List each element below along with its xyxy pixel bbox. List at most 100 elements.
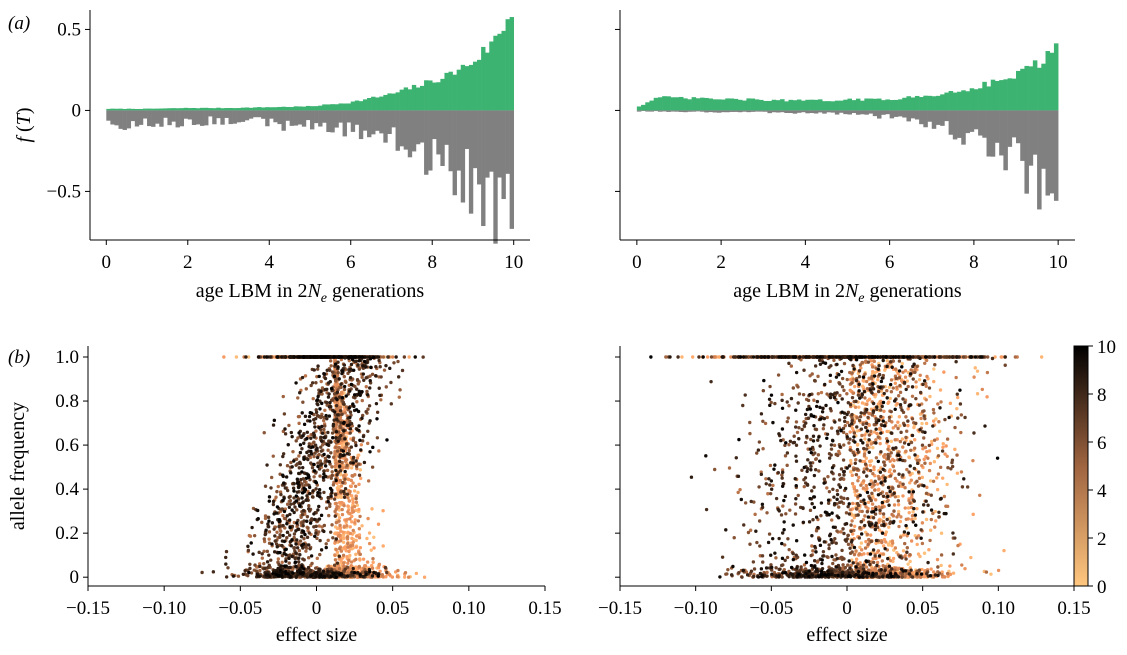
scatter-point bbox=[329, 364, 333, 368]
bar-negative bbox=[809, 110, 815, 114]
bar-positive bbox=[240, 107, 246, 111]
scatter-point bbox=[325, 573, 329, 578]
x-axis-title: age LBM in 2Ne generations bbox=[196, 280, 425, 306]
scatter-point bbox=[368, 386, 372, 390]
scatter-point bbox=[351, 509, 356, 514]
scatter-point bbox=[859, 541, 864, 545]
bar-negative bbox=[674, 110, 680, 112]
bar-negative bbox=[683, 110, 688, 113]
scatter-point bbox=[336, 564, 341, 568]
scatter-point bbox=[887, 400, 891, 404]
scatter-point bbox=[346, 510, 350, 514]
bar-positive bbox=[151, 108, 156, 111]
bar-negative bbox=[472, 110, 478, 169]
scatter-point bbox=[271, 423, 276, 427]
bar-positive bbox=[110, 108, 115, 111]
scatter-point bbox=[931, 419, 936, 423]
scatter-point bbox=[328, 359, 333, 363]
scatter-point bbox=[331, 571, 335, 575]
scatter-point bbox=[349, 484, 353, 489]
bar-negative bbox=[240, 110, 246, 122]
scatter-point bbox=[855, 489, 859, 493]
bar-negative bbox=[750, 110, 756, 112]
scatter-point bbox=[874, 541, 878, 545]
bar-positive bbox=[208, 108, 213, 111]
x-axis-title-part: age LBM in 2 bbox=[196, 280, 308, 302]
scatter-point bbox=[330, 465, 334, 469]
bar-positive bbox=[1028, 66, 1034, 111]
scatter-point bbox=[338, 469, 343, 473]
scatter-point bbox=[406, 575, 411, 579]
scatter-point bbox=[287, 518, 292, 522]
scatter-point bbox=[320, 424, 324, 429]
scatter-point bbox=[351, 573, 355, 577]
bar-positive bbox=[436, 82, 441, 111]
scatter-point bbox=[321, 443, 325, 447]
bar-negative bbox=[906, 110, 911, 122]
scatter-point bbox=[268, 355, 272, 359]
scatter-point bbox=[310, 517, 314, 521]
bar-positive bbox=[670, 97, 676, 111]
scatter-point bbox=[717, 355, 722, 359]
bar-positive bbox=[509, 17, 514, 111]
scatter-point bbox=[354, 494, 358, 498]
bar-positive bbox=[851, 100, 857, 111]
scatter-point bbox=[294, 381, 298, 385]
bar-positive bbox=[733, 98, 739, 111]
scatter-point bbox=[924, 398, 928, 402]
bar-negative bbox=[179, 110, 184, 127]
scatter-point bbox=[365, 536, 369, 541]
bar-negative bbox=[477, 110, 482, 185]
scatter-point bbox=[278, 533, 282, 537]
scatter-point bbox=[282, 539, 287, 544]
bar-positive bbox=[935, 95, 941, 111]
scatter-point bbox=[310, 381, 315, 385]
scatter-point bbox=[354, 443, 358, 448]
scatter-point bbox=[296, 396, 300, 400]
bar-negative bbox=[792, 110, 798, 114]
scatter-point bbox=[876, 549, 881, 553]
scatter-point bbox=[314, 429, 318, 433]
scatter-point bbox=[288, 512, 292, 517]
bar-positive bbox=[322, 104, 327, 111]
scatter-point bbox=[853, 405, 858, 409]
scatter-point bbox=[919, 416, 923, 421]
scatter-point bbox=[891, 426, 895, 430]
scatter-point bbox=[333, 492, 338, 497]
bar-negative bbox=[737, 110, 743, 113]
scatter-point bbox=[313, 425, 317, 429]
scatter-point bbox=[334, 501, 338, 506]
scatter-point bbox=[849, 470, 853, 474]
scatter-point bbox=[928, 479, 933, 483]
scatter-point bbox=[333, 553, 337, 557]
scatter-point bbox=[200, 570, 204, 575]
bar-negative bbox=[687, 110, 692, 112]
scatter-point bbox=[278, 550, 282, 555]
bar-positive bbox=[464, 66, 470, 111]
scatter-point bbox=[342, 495, 347, 499]
bar-negative bbox=[885, 110, 890, 115]
scatter-point bbox=[323, 464, 328, 468]
scatter-point bbox=[907, 510, 911, 515]
scatter-point bbox=[422, 575, 427, 579]
scatter-point bbox=[327, 455, 331, 459]
scatter-point bbox=[899, 535, 903, 539]
scatter-point bbox=[314, 571, 319, 576]
scatter-point bbox=[246, 544, 250, 549]
scatter-point bbox=[361, 434, 366, 439]
scatter-point bbox=[266, 525, 271, 529]
bar-positive bbox=[228, 107, 233, 111]
bar-negative bbox=[509, 110, 514, 229]
scatter-point bbox=[294, 463, 298, 467]
scatter-point bbox=[301, 434, 305, 438]
scatter-point bbox=[400, 368, 405, 373]
bar-positive bbox=[314, 106, 319, 111]
bar-positive bbox=[130, 108, 136, 111]
scatter-point bbox=[357, 527, 362, 531]
scatter-point bbox=[339, 495, 344, 499]
scatter-point bbox=[298, 450, 303, 455]
bar-negative bbox=[784, 110, 789, 113]
scatter-point bbox=[869, 479, 873, 483]
scatter-point bbox=[915, 454, 920, 458]
